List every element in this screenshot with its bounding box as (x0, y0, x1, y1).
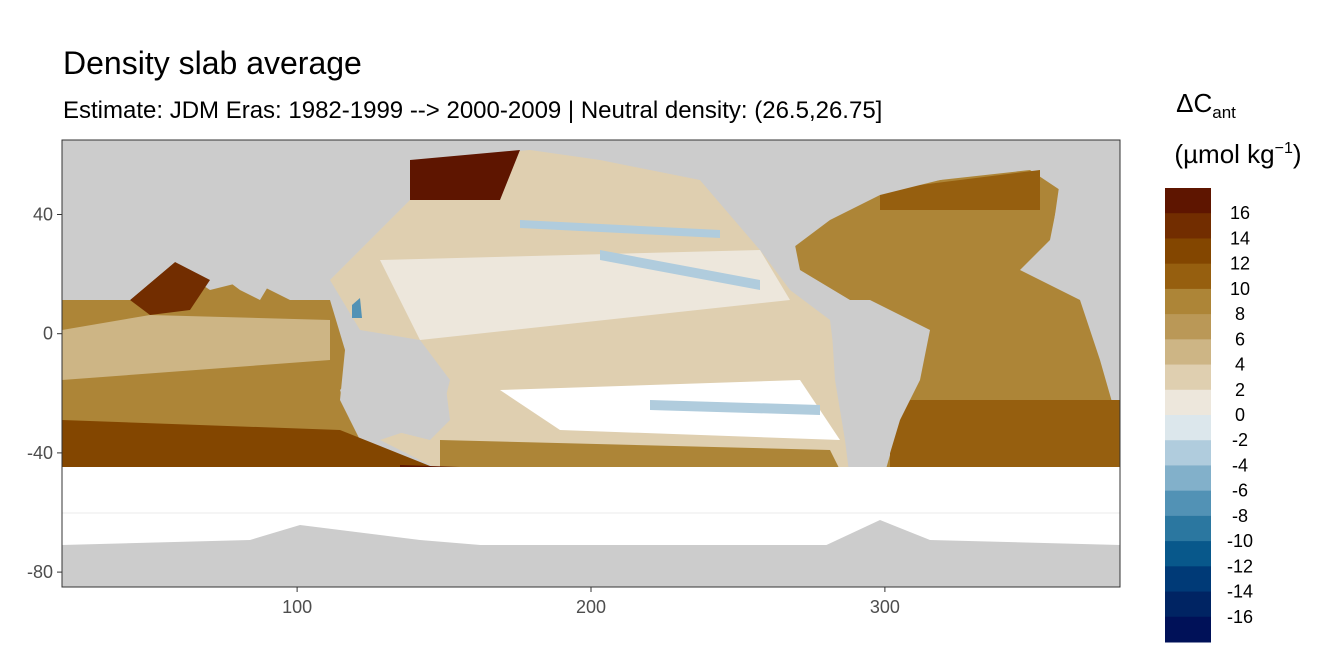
legend-color-bin (1165, 364, 1211, 391)
legend-break-label: 16 (1230, 203, 1250, 223)
africa-land (62, 140, 360, 300)
legend-color-bin (1165, 415, 1211, 441)
arabian-sea (130, 262, 210, 315)
y-tick-label: 0 (43, 324, 53, 344)
legend-break-label: -2 (1232, 430, 1248, 450)
y-tick-label: -80 (27, 562, 53, 582)
blue-spot (352, 298, 362, 318)
legend-break-label: -14 (1227, 582, 1253, 602)
legend-color-bin (1165, 213, 1211, 239)
x-tick-label: 100 (282, 597, 312, 617)
legend-break-label: -12 (1227, 556, 1253, 576)
y-tick-label: 40 (33, 205, 53, 225)
legend-break-label: -8 (1232, 506, 1248, 526)
chart-title: Density slab average (63, 45, 362, 81)
x-axis: 100 200 300 (282, 587, 900, 617)
legend: ΔCant (µmol kg−1) 16 14 12 10 8 6 4 2 0 -2 -4 -6 -8 -… (1165, 88, 1302, 643)
legend-break-label: 8 (1235, 304, 1245, 324)
legend-break-label: 0 (1235, 405, 1245, 425)
west-africa-land (1050, 170, 1120, 330)
y-axis: 40 0 -40 -80 (27, 205, 62, 582)
legend-break-label: -16 (1227, 607, 1253, 627)
legend-break-label: -6 (1232, 481, 1248, 501)
north-america-land (600, 140, 1120, 250)
legend-break-label: -4 (1232, 455, 1248, 475)
legend-break-label: 2 (1235, 380, 1245, 400)
legend-color-bin (1165, 263, 1211, 290)
legend-color-bin (1165, 238, 1211, 265)
legend-color-bin (1165, 389, 1211, 416)
north-pacific-sub (410, 150, 520, 200)
legend-break-label: 14 (1230, 228, 1250, 248)
legend-color-bin (1165, 188, 1211, 214)
legend-break-label: 10 (1230, 279, 1250, 299)
atlantic-north (880, 170, 1040, 210)
legend-color-bin (1165, 314, 1211, 340)
indian-ocean-north (62, 315, 330, 380)
legend-color-bin (1165, 515, 1211, 542)
legend-break-label: -10 (1227, 531, 1253, 551)
legend-color-bin (1165, 616, 1211, 643)
australia-land (340, 360, 450, 440)
southern-ocean-masked (62, 467, 1120, 545)
legend-break-label: 12 (1230, 254, 1250, 274)
south-america-land (830, 300, 930, 500)
map-panel: 100 200 300 400-40-80 (27, 139, 1121, 617)
legend-color-bin (1165, 288, 1211, 315)
legend-color-bin (1165, 490, 1211, 517)
legend-color-bin (1165, 541, 1211, 567)
chart-subtitle: Estimate: JDM Eras: 1982-1999 --> 2000-2… (63, 97, 882, 124)
legend-color-bin (1165, 339, 1211, 366)
x-tick-label: 200 (576, 597, 606, 617)
legend-color-bin (1165, 591, 1211, 618)
legend-units: (µmol kg−1) (1174, 139, 1301, 169)
atlantic-south (890, 400, 1120, 470)
legend-title: ΔCant (1176, 88, 1236, 122)
legend-color-bin (1165, 440, 1211, 466)
y-tick-label: -40 (27, 443, 53, 463)
legend-color-bin (1165, 566, 1211, 593)
legend-break-label: 6 (1235, 329, 1245, 349)
indian-ocean-south (62, 420, 440, 470)
x-tick-label: 300 (870, 597, 900, 617)
antarctica-land (62, 520, 1120, 587)
legend-color-bin (1165, 465, 1211, 492)
legend-break-label: 4 (1235, 355, 1245, 375)
